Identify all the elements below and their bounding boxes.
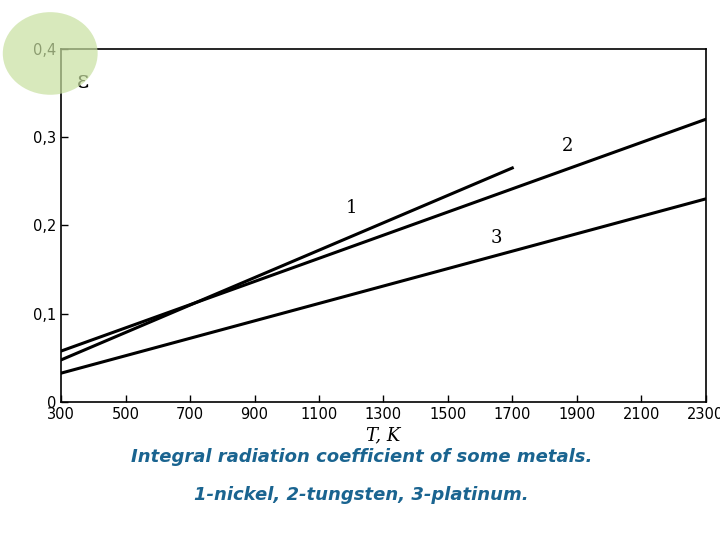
Ellipse shape bbox=[3, 12, 98, 95]
Text: 2: 2 bbox=[562, 137, 572, 155]
Text: 3: 3 bbox=[490, 229, 502, 247]
Text: 1: 1 bbox=[346, 199, 357, 217]
Text: Integral radiation coefficient of some metals.: Integral radiation coefficient of some m… bbox=[131, 448, 593, 466]
X-axis label: T, K: T, K bbox=[366, 426, 400, 444]
Text: ε: ε bbox=[77, 70, 89, 93]
Text: 1-nickel, 2-tungsten, 3-platinum.: 1-nickel, 2-tungsten, 3-platinum. bbox=[194, 485, 529, 504]
